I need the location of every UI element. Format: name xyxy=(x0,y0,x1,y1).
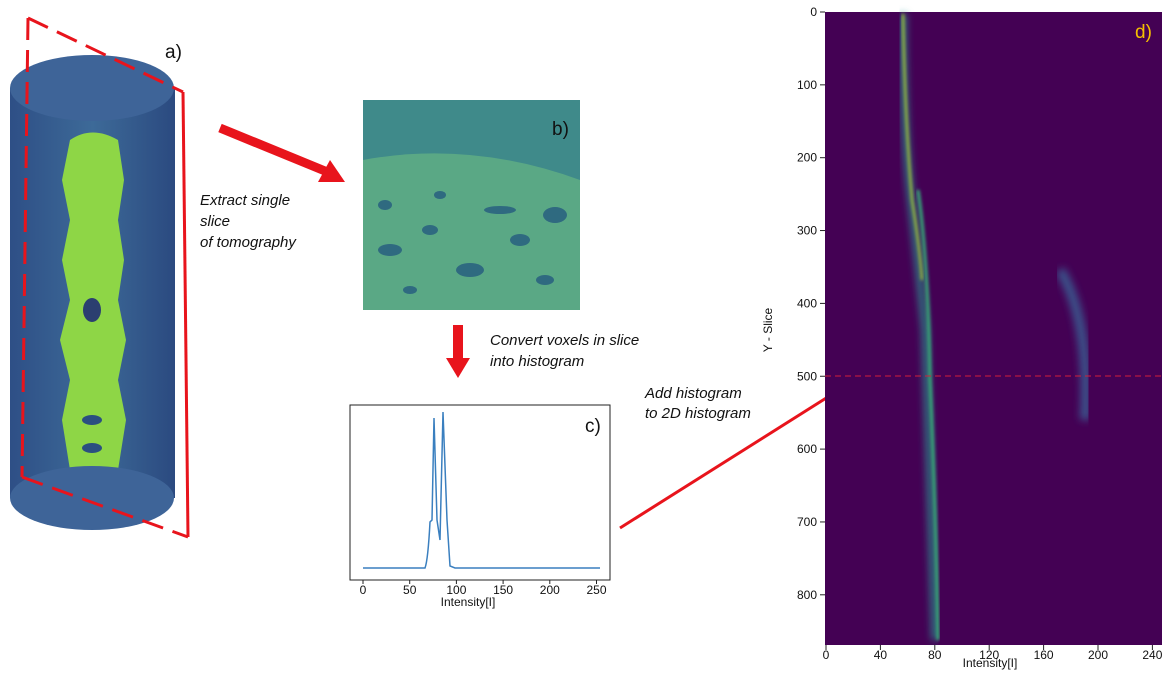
x-tick-label: 200 xyxy=(1088,648,1108,662)
y-tick-label: 300 xyxy=(797,224,817,238)
y-tick-label: 100 xyxy=(797,78,817,92)
x-tick-label: 250 xyxy=(586,583,606,597)
x-tick-label: 0 xyxy=(823,648,830,662)
x-tick-label: 80 xyxy=(928,648,942,662)
panel-label: d) xyxy=(1135,22,1152,43)
y-tick-label: 400 xyxy=(797,296,817,310)
panel-label: a) xyxy=(165,42,182,63)
axis-label: Intensity[I] xyxy=(963,656,1018,670)
arrow xyxy=(218,123,345,182)
x-tick-label: 50 xyxy=(403,583,417,597)
panel-label: c) xyxy=(585,416,601,437)
y-tick-label: 600 xyxy=(797,442,817,456)
panel-label: b) xyxy=(552,119,569,140)
arrow xyxy=(446,325,470,378)
axis-label: Intensity[I] xyxy=(441,595,496,609)
annotation: Add histogram to 2D histogram xyxy=(644,385,751,422)
x-tick-label: 40 xyxy=(874,648,888,662)
slice-image xyxy=(363,100,580,310)
histogram-plot xyxy=(349,404,611,581)
annotation: Extract single slice of tomography xyxy=(200,192,297,251)
x-tick-label: 160 xyxy=(1034,648,1054,662)
cylinder xyxy=(10,55,175,530)
y-tick-label: 800 xyxy=(797,588,817,602)
axis-label: Y - Slice xyxy=(761,307,775,352)
x-tick-label: 100 xyxy=(446,583,466,597)
x-tick-label: 240 xyxy=(1142,648,1162,662)
x-tick-label: 120 xyxy=(979,648,999,662)
x-tick-label: 200 xyxy=(540,583,560,597)
y-tick-label: 500 xyxy=(797,369,817,383)
slice-plane xyxy=(20,16,190,539)
x-tick-label: 150 xyxy=(493,583,513,597)
y-tick-label: 700 xyxy=(797,515,817,529)
connector xyxy=(619,381,851,530)
heatmap xyxy=(825,12,1162,645)
y-tick-label: 0 xyxy=(810,5,817,19)
x-tick-label: 0 xyxy=(360,583,367,597)
annotation: Convert voxels in slice into histogram xyxy=(490,332,639,370)
y-tick-label: 200 xyxy=(797,151,817,165)
